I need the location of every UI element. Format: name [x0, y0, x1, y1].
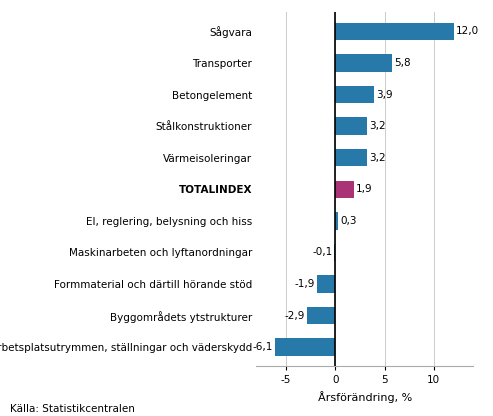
Text: 0,3: 0,3: [340, 216, 356, 226]
X-axis label: Årsförändring, %: Årsförändring, %: [317, 391, 412, 403]
Bar: [317, 275, 335, 293]
Bar: [335, 54, 392, 72]
Text: 1,9: 1,9: [356, 184, 373, 194]
Text: 3,9: 3,9: [376, 89, 392, 99]
Text: -1,9: -1,9: [294, 279, 315, 289]
Text: 3,2: 3,2: [369, 153, 386, 163]
Bar: [335, 117, 367, 135]
Text: -2,9: -2,9: [284, 311, 305, 321]
Text: -6,1: -6,1: [253, 342, 273, 352]
Bar: [335, 212, 338, 230]
Text: 5,8: 5,8: [394, 58, 411, 68]
Bar: [307, 307, 335, 324]
Bar: [335, 181, 354, 198]
Text: -0,1: -0,1: [312, 248, 332, 258]
Bar: [275, 339, 335, 356]
Bar: [335, 86, 374, 103]
Bar: [335, 23, 454, 40]
Bar: [335, 149, 367, 166]
Text: 12,0: 12,0: [456, 27, 479, 37]
Text: 3,2: 3,2: [369, 121, 386, 131]
Bar: [334, 244, 335, 261]
Text: Källa: Statistikcentralen: Källa: Statistikcentralen: [10, 404, 135, 414]
